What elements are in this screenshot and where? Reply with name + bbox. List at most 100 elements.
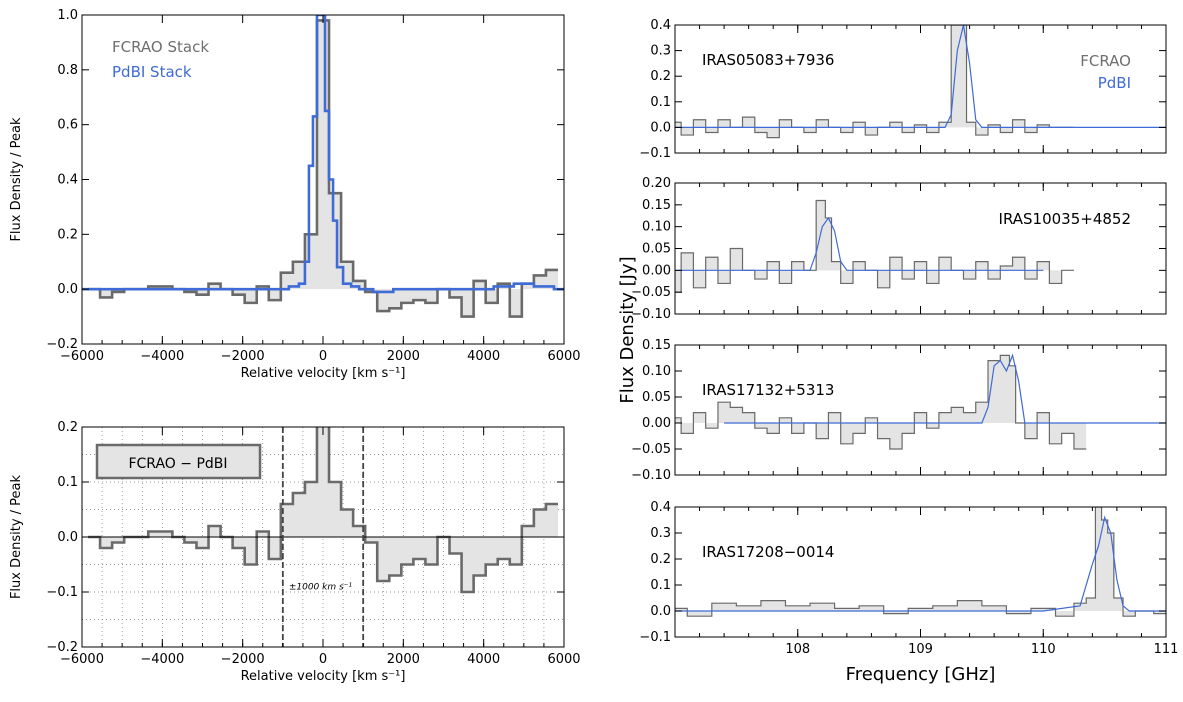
xtick-label: 4000 [467, 349, 500, 364]
panel-title: IRAS17132+5313 [702, 381, 834, 399]
plot-area-iras17132 [675, 353, 1166, 450]
legend-pdbi: PdBI [1098, 74, 1131, 92]
panel-title: IRAS17208−0014 [702, 543, 834, 561]
xtick-label: −2000 [221, 652, 265, 667]
ytick-label: −0.05 [631, 285, 671, 300]
xtick-label: 2000 [387, 652, 420, 667]
series-fill-FCRAO [675, 507, 1166, 617]
xtick-label: 6000 [547, 652, 580, 667]
xtick-label: 108 [785, 642, 810, 657]
ytick-label: 0.20 [642, 176, 671, 191]
ytick-label: −0.10 [631, 468, 671, 483]
ytick-label: 0.10 [642, 364, 671, 379]
ytick-label: 0.4 [650, 500, 671, 515]
ytick-label: 0.1 [650, 578, 671, 593]
ytick-label: 0.3 [650, 44, 671, 59]
ytick-label: 0.0 [650, 120, 671, 135]
xtick-label: 2000 [387, 349, 420, 364]
ytick-label: −0.2 [46, 337, 78, 352]
series-line-PdBI [675, 515, 1166, 612]
ytick-label: 0.3 [650, 526, 671, 541]
ytick-label: 0.2 [57, 227, 78, 242]
ytick-label: 0.1 [57, 475, 78, 490]
series-line-PdBI Stack [82, 15, 564, 294]
ytick-label: 0.1 [650, 95, 671, 110]
shared-y-axis-label: Flux Density [Jy] [617, 256, 638, 403]
vline-annotation: ±1000 km s⁻¹ [289, 582, 353, 592]
ytick-label: 0.2 [57, 420, 78, 435]
xtick-label: −6000 [60, 349, 104, 364]
xtick-label: 109 [908, 642, 933, 657]
series-fill-FCRAO [675, 355, 1087, 449]
plot-area-iras17208 [675, 507, 1166, 617]
plot-area-residual [88, 427, 558, 594]
xtick-label: 4000 [467, 652, 500, 667]
axes-frame [674, 344, 1167, 476]
y-axis-label: Flux Density / Peak [9, 474, 24, 599]
plot-area-stack [82, 15, 564, 318]
ytick-label: 0.10 [642, 220, 671, 235]
panel-title: IRAS05083+7936 [702, 51, 834, 69]
ytick-label: 0.8 [57, 63, 78, 78]
legend-pdbi-stack: PdBI Stack [112, 63, 192, 81]
chart-stack: −0.2 0.0 0.2 0.4 0.6 0.8 1.0 −6000 −4000 −2000 0 20… [9, 8, 581, 381]
ytick-label: 0.00 [642, 263, 671, 278]
ytick-label: 0.4 [650, 18, 671, 33]
ytick-label: 0.0 [57, 530, 78, 545]
legend-fcrao: FCRAO [1080, 52, 1131, 70]
plot-area-iras10035 [675, 199, 1074, 293]
xtick-label: 0 [319, 349, 327, 364]
xtick-label: 111 [1154, 642, 1179, 657]
ytick-label: −0.1 [639, 146, 671, 161]
x-axis-label: Relative velocity [km s⁻¹] [241, 366, 406, 381]
panel-title: IRAS10035+4852 [999, 210, 1131, 228]
ytick-label: 0.0 [650, 604, 671, 619]
ytick-label: 0.15 [642, 198, 671, 213]
ytick-label: 0.2 [650, 69, 671, 84]
legend-box [95, 443, 262, 480]
ytick-label: 0.00 [642, 416, 671, 431]
axes-frame [674, 182, 1167, 315]
legend-residual: FCRAO − PdBI [128, 456, 227, 472]
chart-iras05083: −0.1 0.0 0.1 0.2 0.3 0.4 IRAS05083+7936 FCRAO Pd… [639, 18, 1167, 161]
series-fill-FCRAO Stack [88, 20, 558, 317]
ytick-label: 0.05 [642, 390, 671, 405]
ytick-label: −0.1 [46, 585, 78, 600]
ytick-label: −0.05 [631, 442, 671, 457]
xtick-label: 6000 [547, 349, 580, 364]
legend-fcrao-stack: FCRAO Stack [112, 38, 209, 56]
series-line-PdBI [675, 25, 1166, 128]
series-line-PdBI [675, 216, 1044, 271]
ytick-label: 0.15 [642, 338, 671, 353]
y-axis-label: Flux Density / Peak [9, 117, 24, 242]
xtick-label: −4000 [140, 652, 184, 667]
x-axis-label: Relative velocity [km s⁻¹] [241, 669, 406, 684]
series-fill-FCRAO [675, 25, 1074, 138]
axes-frame [674, 506, 1167, 638]
plot-area-iras05083 [675, 25, 1166, 139]
ytick-label: −0.2 [46, 640, 78, 655]
ytick-label: 0.2 [650, 552, 671, 567]
series-line-PdBI [724, 353, 1166, 424]
xtick-label: 110 [1031, 642, 1056, 657]
chart-residual: ±1000 km s⁻¹ −0.2 −0.1 0.0 0.1 0.2 −6000 −4000 −… [9, 420, 581, 684]
ytick-label: 0.05 [642, 242, 671, 257]
ytick-label: 0.0 [57, 282, 78, 297]
chart-iras17208: −0.1 0.0 0.1 0.2 0.3 0.4 108 109 110 111 IRAS17208… [639, 500, 1178, 685]
ytick-label: 1.0 [57, 8, 78, 23]
ytick-label: −0.1 [639, 630, 671, 645]
xtick-label: −4000 [140, 349, 184, 364]
xtick-label: −6000 [60, 652, 104, 667]
xtick-label: 0 [319, 652, 327, 667]
ytick-label: 0.6 [57, 118, 78, 133]
series-line-FCRAO [675, 199, 1074, 293]
x-axis-label-frequency: Frequency [GHz] [846, 664, 996, 685]
series-fill-FCRAO [675, 200, 1074, 293]
series-fill-FCRAO − PdBI [88, 427, 558, 592]
series-line-FCRAO [675, 354, 1087, 450]
xtick-label: −2000 [221, 349, 265, 364]
chart-iras17132: −0.10 −0.05 0.00 0.05 0.10 0.15 IRAS17132+5313 [631, 338, 1167, 483]
ytick-label: −0.10 [631, 307, 671, 322]
axes-frame [674, 24, 1167, 154]
